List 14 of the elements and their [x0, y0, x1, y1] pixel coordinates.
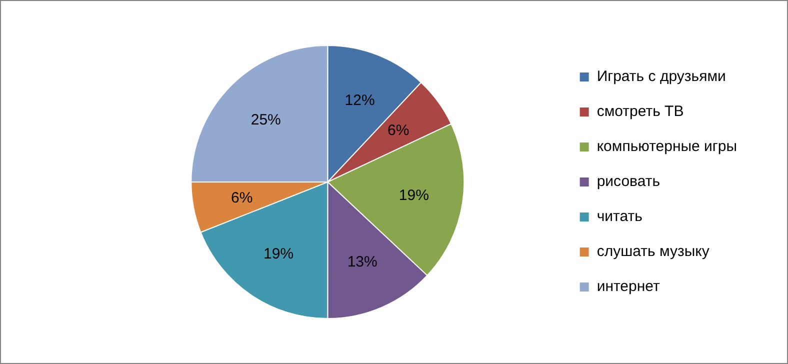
data-label: 12% — [344, 92, 375, 109]
legend-label: рисовать — [596, 173, 660, 190]
legend-label: Играть с друзьями — [596, 68, 726, 86]
data-label: 13% — [347, 253, 378, 270]
data-label: 6% — [387, 122, 410, 139]
legend-label: интернет — [596, 278, 660, 296]
legend-label: слушать музыку — [596, 243, 710, 260]
legend-label: смотреть ТВ — [596, 103, 684, 120]
legend-label: читать — [596, 208, 643, 226]
data-label: 19% — [264, 245, 294, 262]
data-label: 25% — [250, 111, 281, 128]
data-label: 6% — [231, 190, 253, 207]
legend-label: компьютерные игры — [596, 138, 738, 156]
data-label: 19% — [398, 186, 429, 204]
